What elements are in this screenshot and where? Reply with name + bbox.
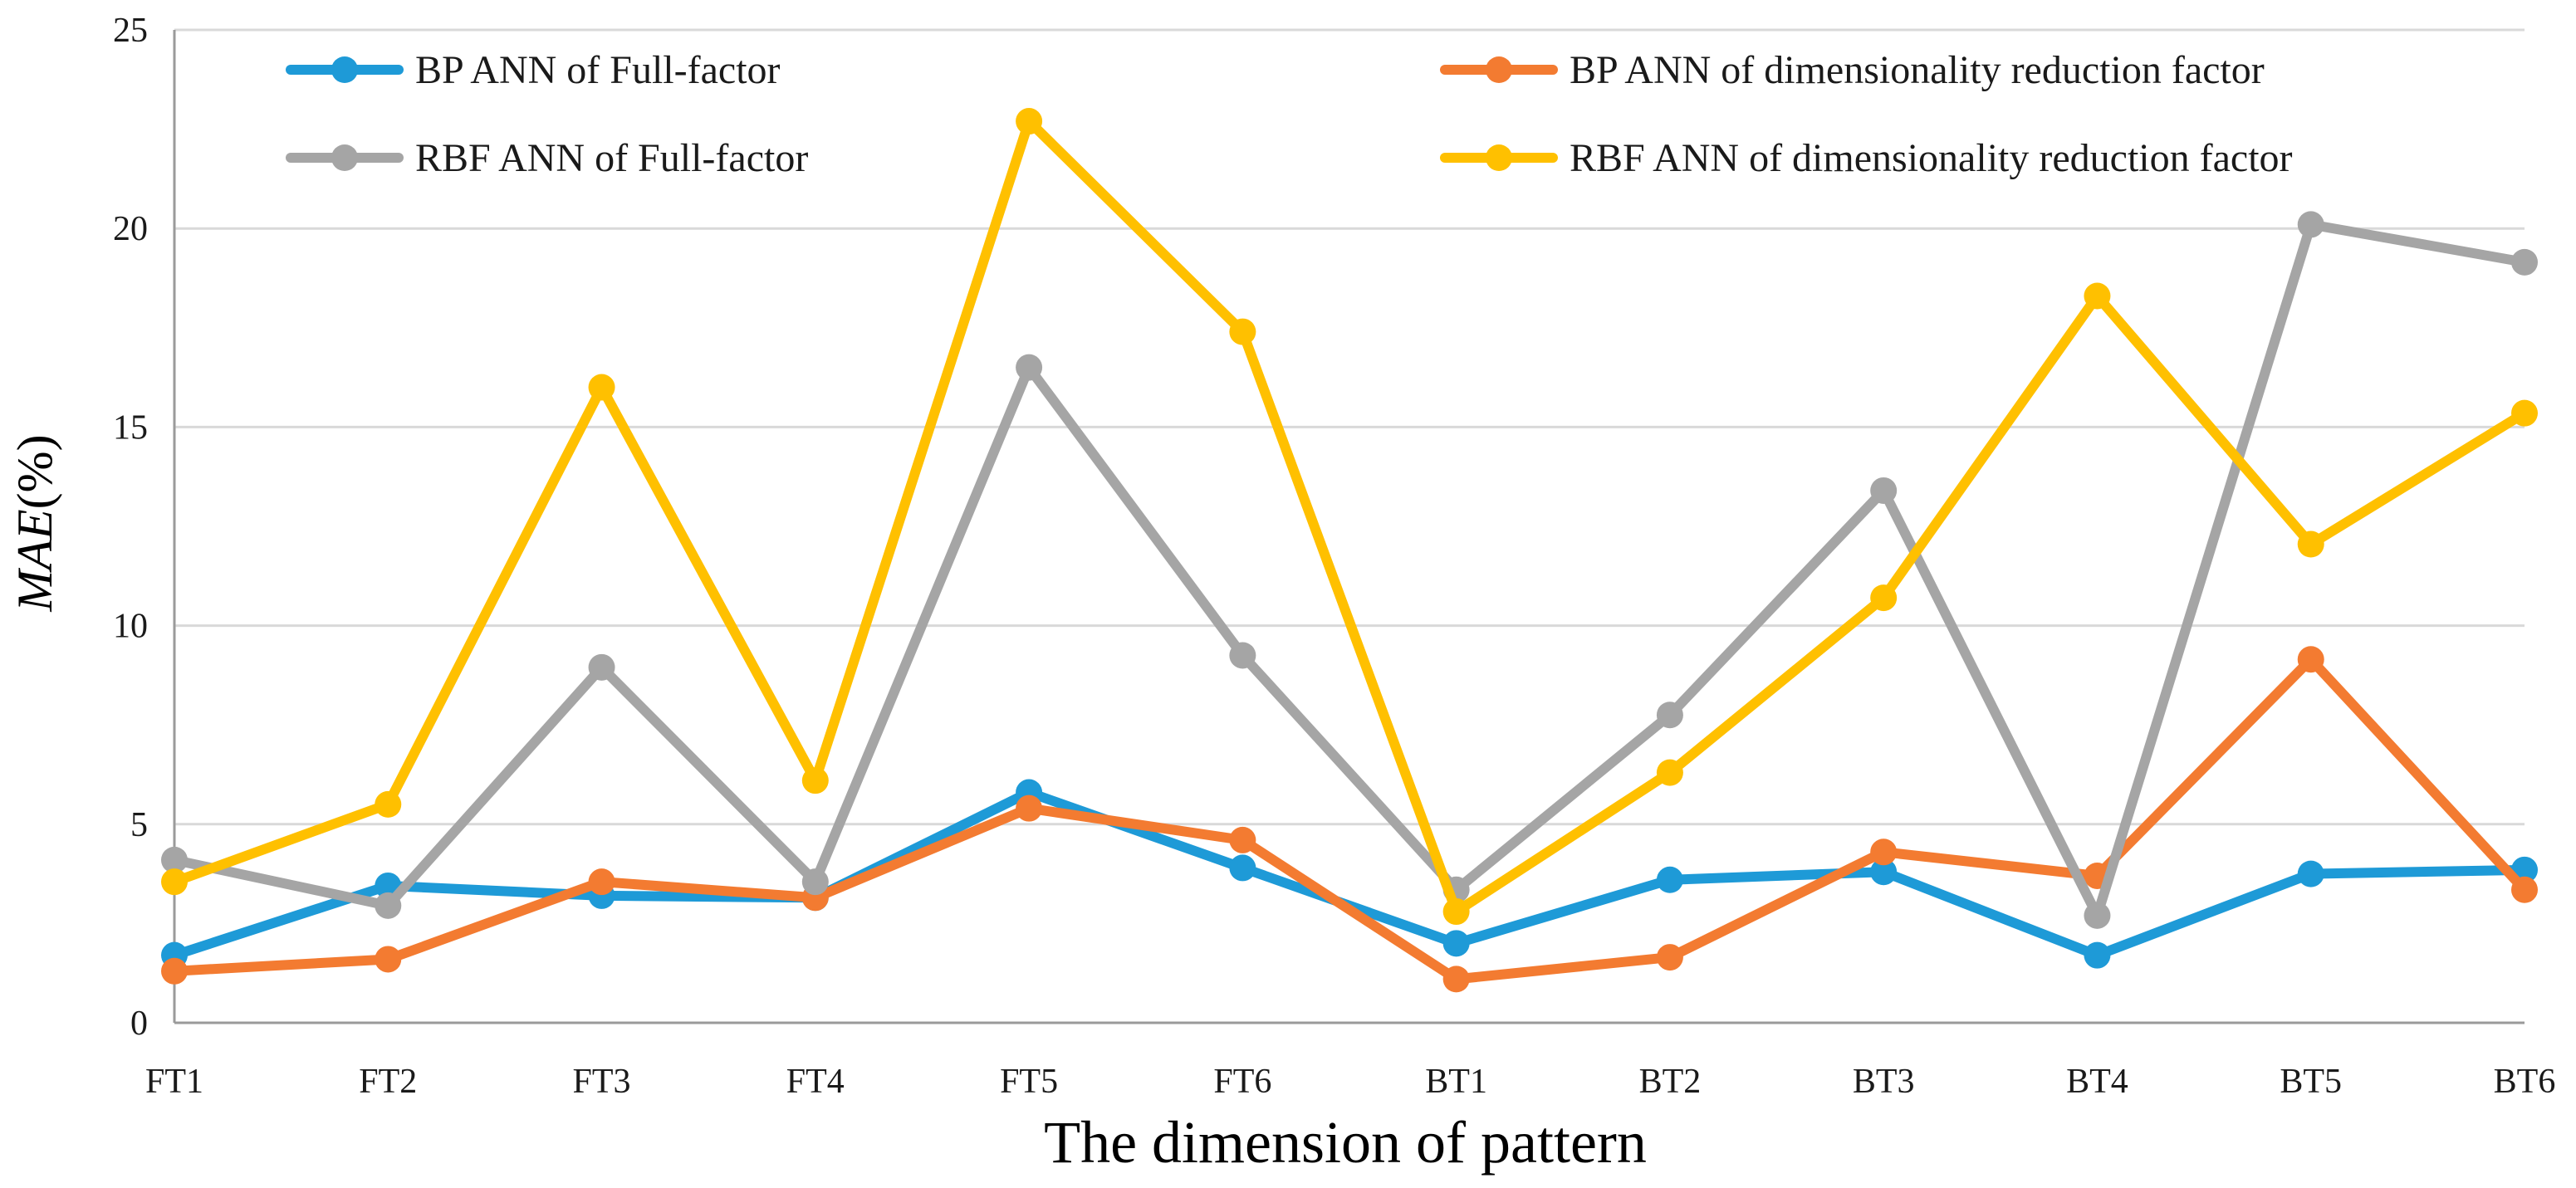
x-tick-label: FT3 — [573, 1063, 631, 1101]
series-line — [169, 219, 2529, 921]
x-tick-label: FT1 — [145, 1063, 203, 1101]
x-tick-label: BT3 — [1853, 1063, 1915, 1101]
x-tick-label: FT5 — [1000, 1063, 1058, 1101]
data-point — [2511, 876, 2538, 903]
x-tick-label: BT4 — [2066, 1063, 2128, 1101]
data-point — [1870, 858, 1898, 886]
data-point — [801, 767, 829, 794]
data-point — [2084, 902, 2111, 929]
series — [161, 108, 2538, 993]
series-3 — [161, 211, 2538, 929]
data-point — [1229, 642, 1256, 669]
series-1 — [161, 779, 2538, 969]
legend-item: BP ANN of dimensionality reduction facto… — [1440, 48, 2265, 92]
data-point — [161, 846, 188, 873]
data-point — [1442, 966, 1470, 993]
data-point — [588, 374, 615, 401]
x-tick-label: BT5 — [2280, 1063, 2342, 1101]
legend-label: RBF ANN of dimensionality reduction fact… — [1570, 136, 2293, 180]
series-line — [169, 787, 2529, 961]
data-point — [1870, 584, 1898, 612]
data-point — [1870, 838, 1898, 866]
legend-item: BP ANN of Full-factor — [286, 48, 781, 92]
x-tick-label: BT1 — [1425, 1063, 1487, 1101]
legend-label: BP ANN of Full-factor — [415, 48, 781, 92]
series-line — [169, 116, 2529, 917]
y-axis-title-italic: MAE — [7, 509, 62, 612]
data-point — [2084, 941, 2111, 969]
series-line — [169, 654, 2529, 985]
data-point — [2511, 248, 2538, 276]
data-point — [1870, 477, 1898, 504]
y-tick-label: 10 — [113, 608, 148, 646]
y-axis-title: MAE(%) — [7, 434, 62, 612]
data-point — [1656, 944, 1683, 971]
legend-marker — [331, 56, 358, 83]
series-4 — [161, 108, 2538, 926]
legend: BP ANN of Full-factor BP ANN of dimension… — [286, 48, 2293, 180]
data-point — [375, 946, 402, 973]
data-point — [2297, 646, 2324, 673]
data-point — [1229, 318, 1256, 345]
data-point — [588, 653, 615, 681]
x-tick-labels: FT1 FT2 FT3 FT4 FT5 FT6 BT1 BT2 BT3 BT4 BT5 BT6 — [145, 1063, 2555, 1101]
data-point — [1656, 702, 1683, 729]
data-point — [161, 957, 188, 985]
data-point — [1656, 759, 1683, 786]
y-tick-label: 20 — [113, 210, 148, 248]
data-point — [2297, 860, 2324, 887]
y-tick-label: 5 — [130, 806, 148, 844]
data-point — [1229, 854, 1256, 882]
x-tick-label: FT4 — [786, 1063, 845, 1101]
series-2 — [161, 646, 2538, 993]
data-point — [375, 790, 402, 818]
y-tick-labels: 0 5 10 15 20 25 — [113, 12, 148, 1043]
legend-marker — [1486, 144, 1512, 171]
legend-marker — [1486, 56, 1512, 83]
data-point — [1442, 898, 1470, 926]
data-point — [2511, 399, 2538, 427]
legend-marker — [331, 144, 358, 171]
data-point — [161, 868, 188, 896]
gridlines — [174, 28, 2525, 826]
legend-label: BP ANN of dimensionality reduction facto… — [1570, 48, 2265, 92]
x-tick-label: BT2 — [1639, 1063, 1702, 1101]
y-tick-label: 25 — [113, 12, 148, 50]
x-axis-title: The dimension of pattern — [1044, 1109, 1647, 1176]
data-point — [1442, 930, 1470, 957]
legend-item: RBF ANN of dimensionality reduction fact… — [1440, 136, 2293, 180]
data-point — [375, 892, 402, 919]
data-point — [1016, 794, 1043, 822]
data-point — [1229, 826, 1256, 853]
legend-item: RBF ANN of Full-factor — [286, 136, 808, 180]
data-point — [801, 868, 829, 896]
y-tick-label: 15 — [113, 408, 148, 447]
data-point — [588, 868, 615, 896]
data-point — [2297, 530, 2324, 558]
data-point — [1016, 354, 1043, 381]
legend-label: RBF ANN of Full-factor — [415, 136, 808, 180]
data-point — [1016, 108, 1043, 135]
y-tick-label: 0 — [130, 1005, 148, 1043]
x-tick-label: BT6 — [2494, 1063, 2556, 1101]
y-axis-title-unit: (%) — [7, 434, 62, 509]
x-tick-label: FT2 — [359, 1063, 417, 1101]
x-tick-label: FT6 — [1213, 1063, 1271, 1101]
data-point — [1656, 866, 1683, 893]
data-point — [2297, 211, 2324, 238]
data-point — [2084, 282, 2111, 310]
